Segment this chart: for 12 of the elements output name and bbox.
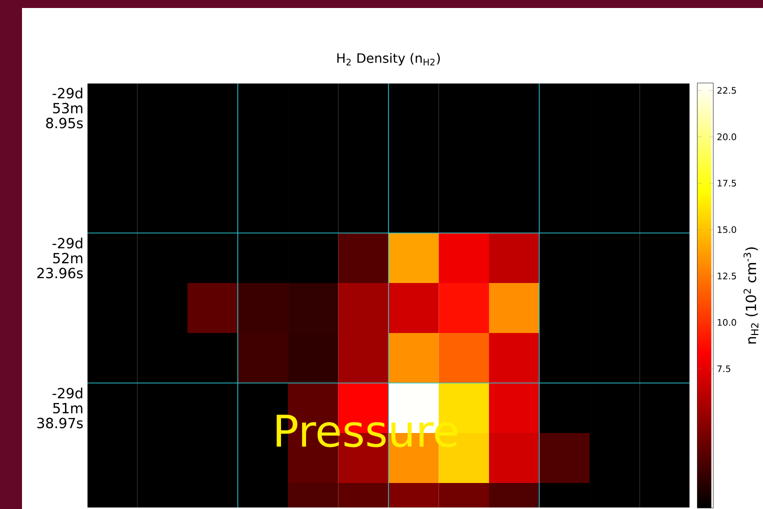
- chart-title: H$_{2}$ Density (n$_{H2}$): [337, 52, 440, 66]
- color-bar-label: 17.5: [718, 180, 736, 187]
- color-bar-label: 12.5: [718, 272, 736, 280]
- color-bar-label: 22.5: [717, 87, 736, 94]
- color-bar-label: 7.5: [717, 365, 730, 372]
- color-bar-label: 20.0: [717, 133, 736, 140]
- color-bar-label: 10.0: [718, 319, 736, 326]
- y-tick-label: -29d 51m 38.97s: [37, 388, 83, 428]
- color-bar-title: n$_{H2}$ (10$^{2}$ cm$^{-3}$): [744, 247, 758, 344]
- color-bar-label: 15.0: [718, 226, 736, 233]
- y-tick-label: -29d 53m 8.95s: [46, 88, 83, 128]
- y-tick-label: -29d 52m 23.96s: [37, 238, 83, 278]
